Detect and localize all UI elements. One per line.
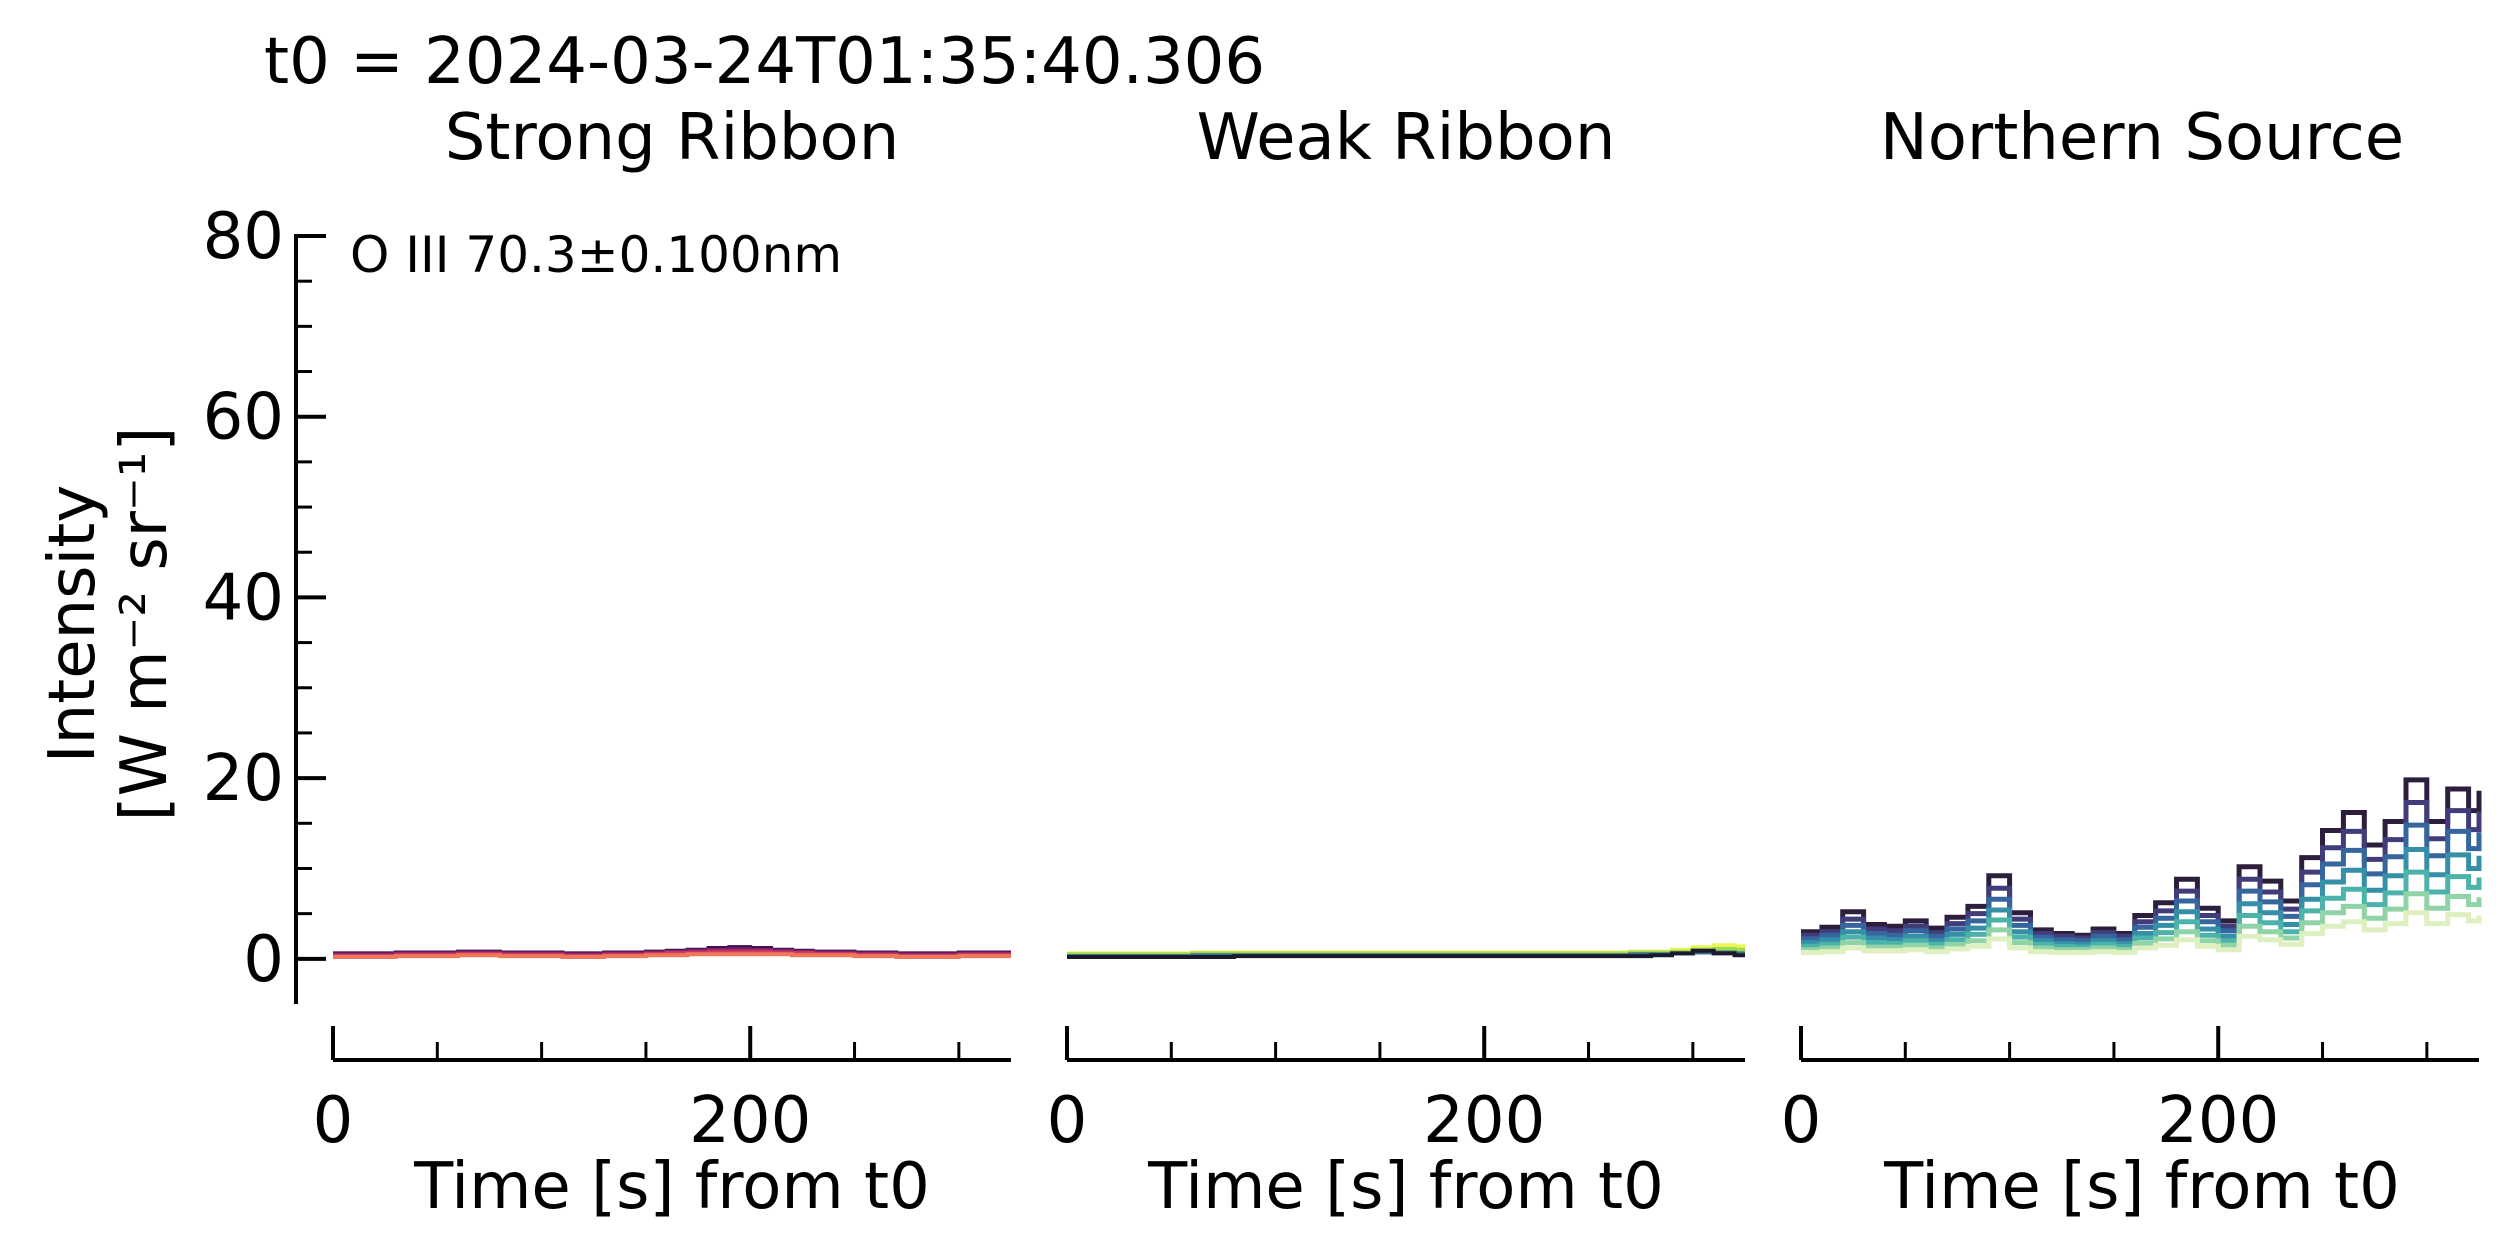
x-axis-label-northern: Time [s] from t0: [1883, 1150, 2400, 1224]
y-tick-label-4: 80: [203, 200, 284, 274]
x-tick-label-0-0: 0: [313, 1084, 354, 1158]
y-tick-label-3: 60: [203, 381, 284, 455]
x-tick-label-1-1: 200: [1423, 1084, 1545, 1158]
y-axis-label-line1: Intensity: [36, 485, 110, 764]
y-tick-label-2: 40: [203, 561, 284, 635]
y-tick-label-1: 20: [203, 742, 284, 816]
x-tick-label-2-1: 200: [2157, 1084, 2279, 1158]
y-axis-label-line2: [W m⁻² sr⁻¹]: [108, 427, 182, 822]
panel-title-strong-ribbon: Strong Ribbon: [445, 101, 900, 175]
line-annotation: O III 70.3±0.100nm: [350, 226, 842, 284]
series-line-2-6: [1801, 910, 2482, 955]
x-tick-label-0-1: 200: [689, 1084, 811, 1158]
panel-title-northern-source: Northern Source: [1880, 101, 2404, 175]
series-line-0-4: [333, 952, 1011, 959]
series-line-1-3: [1067, 948, 1745, 959]
t0-timestamp: t0 = 2024-03-24T01:35:40.306: [264, 25, 1265, 99]
x-tick-label-2-0: 0: [1781, 1084, 1822, 1158]
series-line-2-5: [1801, 891, 2482, 953]
y-tick-label-0: 0: [243, 923, 284, 997]
x-tick-label-1-0: 0: [1047, 1084, 1088, 1158]
panel-title-weak-ribbon: Weak Ribbon: [1197, 101, 1616, 175]
x-axis-label-strong: Time [s] from t0: [413, 1150, 930, 1224]
x-axis-label-weak: Time [s] from t0: [1147, 1150, 1664, 1224]
